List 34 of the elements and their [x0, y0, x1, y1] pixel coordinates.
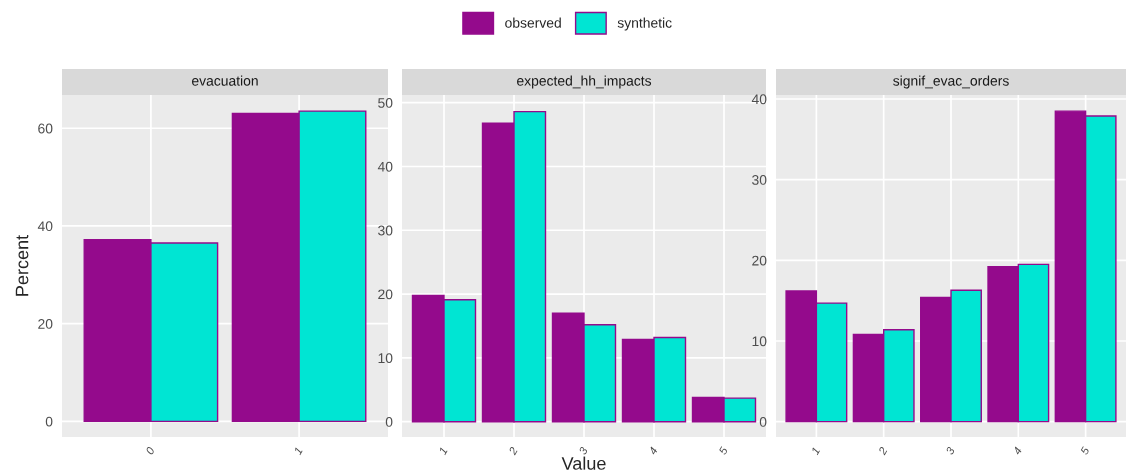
y-tick-label: 50: [378, 97, 393, 108]
x-tick-label: 0: [145, 446, 155, 456]
y-tick-label: 30: [752, 175, 767, 185]
x-tick-label: 5: [1080, 446, 1090, 456]
x-tick-label: 4: [1012, 446, 1023, 456]
y-axis-title: Percent: [15, 235, 29, 296]
y-tick-label: 20: [752, 255, 767, 266]
y-tick-label: 60: [38, 123, 53, 134]
y-tick-label: 0: [759, 417, 767, 427]
x-axis-title: Value: [561, 456, 606, 470]
y-tick-label: 10: [378, 353, 393, 364]
y-tick-label: 10: [752, 336, 767, 347]
x-tick-label: 4: [648, 446, 658, 456]
chart-title: evacuation: [192, 75, 258, 86]
y-tick-label: 40: [377, 161, 393, 172]
y-tick-label: 20: [38, 318, 53, 329]
chart-title: signif_evac_orders: [893, 75, 1009, 89]
y-tick-label: 0: [385, 417, 393, 427]
legend-label: observed: [505, 17, 561, 28]
x-tick-label: 5: [718, 446, 729, 456]
y-tick-label: 20: [378, 289, 393, 300]
x-tick-label: 2: [877, 446, 888, 456]
y-tick-label: 40: [37, 221, 53, 232]
x-tick-label: 2: [508, 446, 518, 456]
x-tick-label: 3: [945, 446, 956, 456]
x-tick-label: 1: [438, 447, 448, 456]
x-tick-label: 1: [293, 447, 303, 456]
y-tick-label: 40: [751, 94, 767, 105]
chart-title: expected_hh_impacts: [517, 75, 652, 89]
x-tick-label: 1: [810, 447, 820, 456]
legend-label: synthetic: [617, 17, 672, 31]
x-tick-label: 3: [578, 446, 589, 456]
y-tick-label: 30: [378, 225, 393, 236]
y-tick-label: 0: [45, 416, 53, 427]
